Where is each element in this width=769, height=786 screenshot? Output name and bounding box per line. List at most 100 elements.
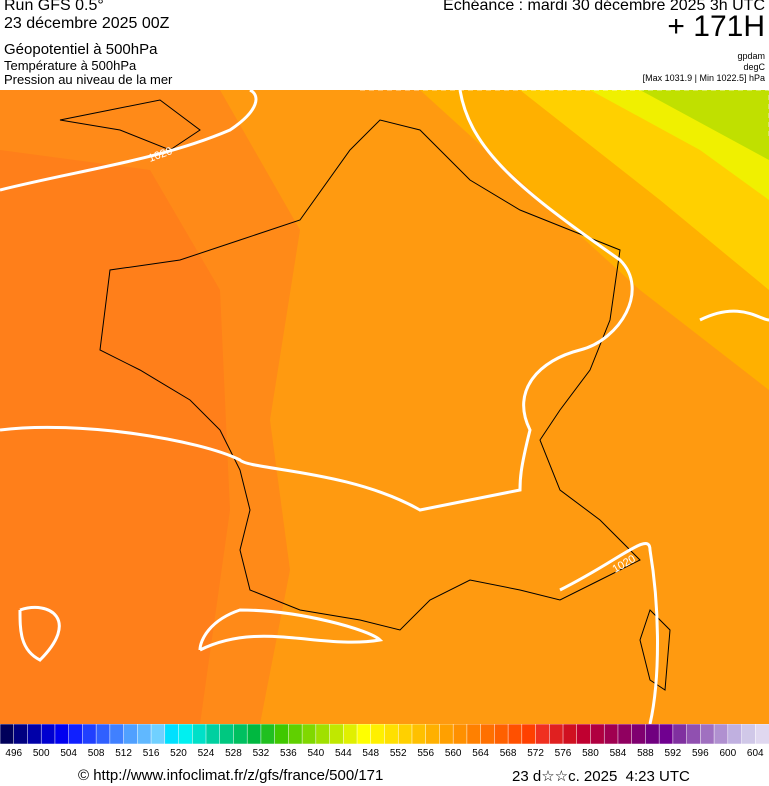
color-swatch [411, 724, 427, 745]
color-swatch [288, 724, 303, 745]
color-swatch [54, 724, 70, 745]
scale-label: 584 [609, 748, 627, 759]
color-swatch [219, 724, 235, 745]
scale-label: 524 [197, 748, 215, 759]
scale-label: 568 [499, 748, 517, 759]
scale-label: 496 [5, 748, 23, 759]
color-swatch [672, 724, 688, 745]
color-swatch [700, 724, 715, 745]
color-swatch [95, 724, 111, 745]
color-swatch [246, 724, 262, 745]
color-swatch [397, 724, 413, 745]
scale-label: 580 [582, 748, 599, 759]
scale-label: 548 [362, 748, 380, 759]
color-swatch [233, 724, 248, 745]
color-swatch [0, 724, 15, 745]
color-swatch [137, 724, 152, 745]
scale-label: 512 [115, 748, 132, 759]
field-band [0, 150, 230, 724]
color-swatch [260, 724, 276, 745]
scale-label: 552 [389, 748, 407, 759]
scale-label: 516 [142, 748, 160, 759]
color-swatch [658, 724, 674, 745]
run: Run GFS 0.5° [4, 0, 104, 14]
color-swatch [425, 724, 441, 745]
color-swatch [617, 724, 633, 745]
color-swatch [535, 724, 551, 745]
scale-label: 540 [307, 748, 325, 759]
field: Géopotentiel à 500hPa [4, 41, 158, 58]
scale-label: 604 [746, 748, 764, 759]
color-swatch [315, 724, 331, 745]
scale-label: 596 [691, 748, 709, 759]
scale-label: 560 [444, 748, 462, 759]
color-swatch [741, 724, 757, 745]
scale-label: 600 [719, 748, 737, 759]
color-swatch [329, 724, 345, 745]
color-swatch [549, 724, 564, 745]
color-swatch [631, 724, 647, 745]
map: 1020 1020 [0, 90, 769, 724]
color-swatch [452, 724, 468, 745]
color-swatch [562, 724, 578, 745]
scale-label: 556 [417, 748, 435, 759]
scale-label: 500 [32, 748, 50, 759]
color-scale [0, 724, 769, 745]
scale-label: 572 [527, 748, 544, 759]
color-swatch [370, 724, 386, 745]
color-swatch [301, 724, 317, 745]
color-swatch [480, 724, 496, 745]
color-swatch [494, 724, 509, 745]
color-swatch [645, 724, 660, 745]
color-swatch [27, 724, 42, 745]
color-swatch [274, 724, 290, 745]
color-swatch [164, 724, 180, 745]
scale-label: 544 [334, 748, 352, 759]
timestamp: 23 d☆☆c. 2025 4:23 UTC [512, 768, 690, 785]
color-swatch [384, 724, 399, 745]
color-swatch [713, 724, 729, 745]
color-swatch [727, 724, 743, 745]
field: Pression au niveau de la mer [4, 72, 173, 87]
color-swatch [109, 724, 125, 745]
scale-label: 576 [554, 748, 572, 759]
color-swatch [205, 724, 221, 745]
color-swatch [192, 724, 207, 745]
color-swatch [13, 724, 29, 745]
scale-label: 508 [87, 748, 105, 759]
color-swatch [603, 724, 619, 745]
lead-time: + 171H [667, 10, 765, 43]
scale-label: 520 [170, 748, 187, 759]
unit: degC [743, 62, 765, 72]
unit: [Max 1031.9 | Min 1022.5] hPa [642, 73, 765, 83]
color-swatch [507, 724, 523, 745]
isobar [0, 90, 769, 724]
color-swatch [343, 724, 358, 745]
color-swatch [356, 724, 372, 745]
scale-label: 536 [280, 748, 297, 759]
source-url: © http://www.infoclimat.fr/z/gfs/france/… [78, 767, 384, 784]
color-swatch [466, 724, 482, 745]
coastline [59, 99, 671, 691]
color-swatch [82, 724, 97, 745]
color-swatch [68, 724, 84, 745]
scale-label: 592 [664, 748, 682, 759]
scale-label: 532 [252, 748, 270, 759]
scale-label: 564 [472, 748, 489, 759]
run-date: 23 décembre 2025 00Z [4, 15, 170, 32]
scale-label: 504 [60, 748, 77, 759]
color-swatch [521, 724, 537, 745]
color-swatch [40, 724, 56, 745]
color-swatch [590, 724, 605, 745]
color-swatch [755, 724, 769, 745]
field-band [640, 90, 769, 160]
scale-label: 528 [225, 748, 242, 759]
color-swatch [178, 724, 193, 745]
valid-time: Echéance : mardi 30 décembre 2025 3h UTC [443, 0, 765, 14]
color-swatch [686, 724, 702, 745]
color-swatch [150, 724, 166, 745]
color-swatch [576, 724, 592, 745]
scale-label: 588 [637, 748, 654, 759]
scale-labels: 496 500 504 508 512 516 520 524 528 532 536 540 544 5… [0, 748, 769, 762]
